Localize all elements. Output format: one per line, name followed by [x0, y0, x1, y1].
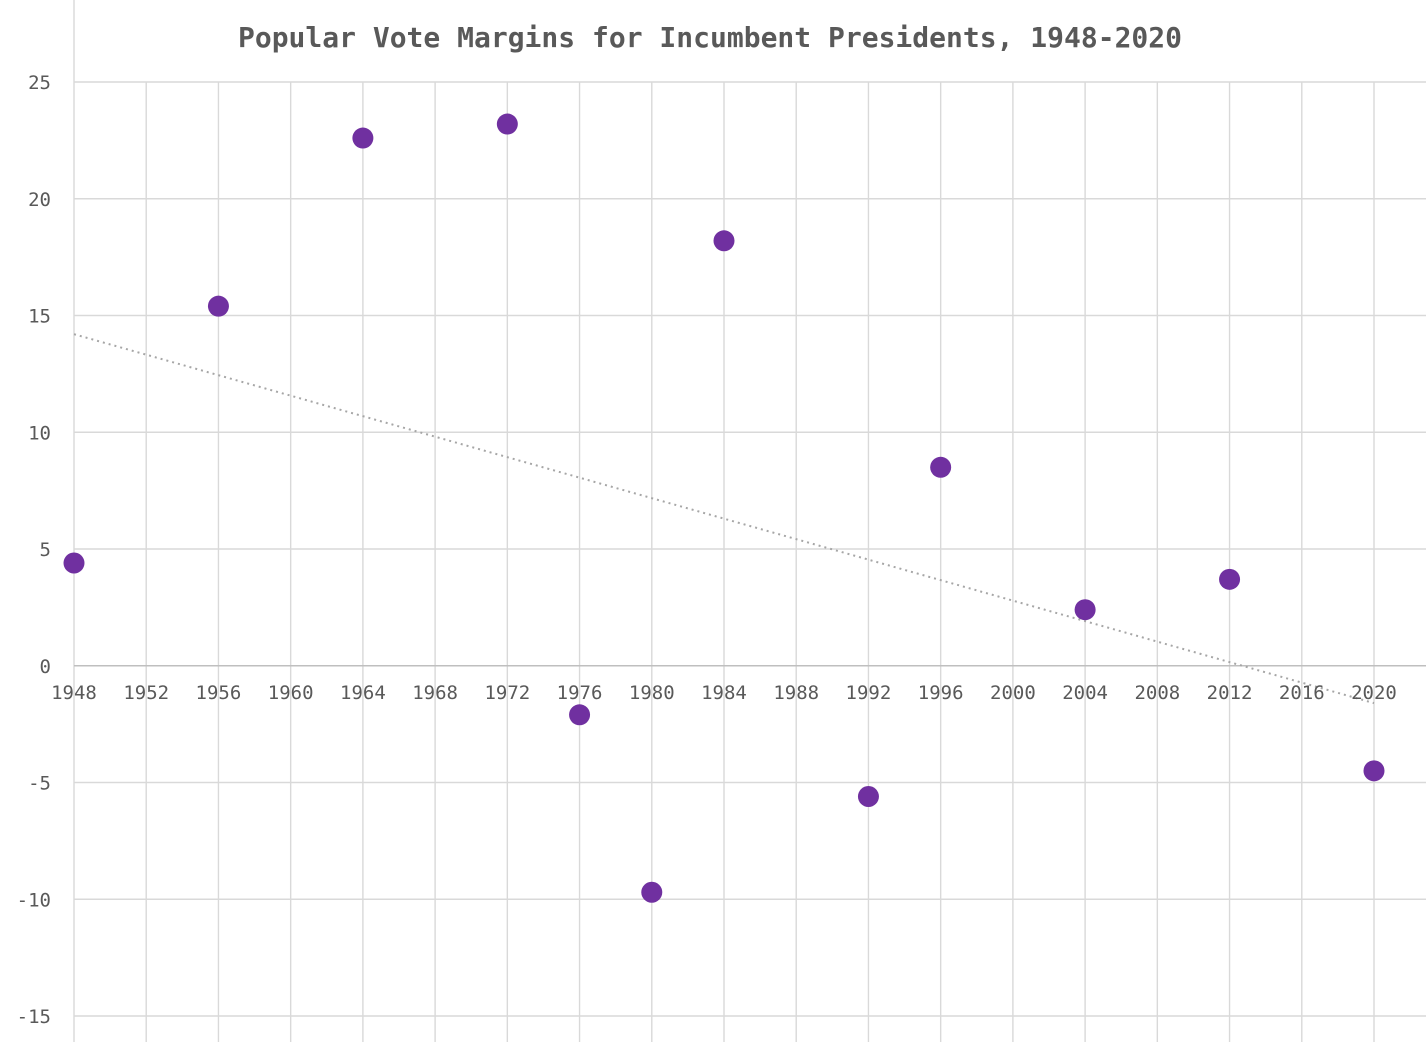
- x-tick-label: 2016: [1279, 682, 1325, 704]
- data-point: [63, 552, 85, 574]
- y-tick-label: 15: [28, 306, 51, 328]
- data-point: [641, 881, 663, 903]
- y-tick-label: -5: [28, 773, 51, 795]
- x-tick-label: 1988: [773, 682, 819, 704]
- x-tick-label: 1976: [557, 682, 603, 704]
- data-point: [1074, 599, 1096, 621]
- x-tick-label: 1980: [629, 682, 675, 704]
- x-tick-label: 1996: [918, 682, 964, 704]
- x-tick-label: 2004: [1062, 682, 1108, 704]
- chart-title: Popular Vote Margins for Incumbent Presi…: [238, 21, 1182, 54]
- data-point: [1219, 568, 1241, 590]
- x-tick-label: 2020: [1351, 682, 1397, 704]
- x-tick-label: 1972: [484, 682, 530, 704]
- data-point: [1363, 760, 1385, 782]
- x-tick-label: 1992: [846, 682, 892, 704]
- x-tick-label: 2008: [1134, 682, 1180, 704]
- x-tick-label: 1984: [701, 682, 747, 704]
- data-point: [713, 230, 735, 252]
- y-tick-label: 5: [40, 539, 51, 561]
- y-tick-label: -15: [17, 1006, 51, 1028]
- x-tick-label: 1968: [412, 682, 458, 704]
- data-points: [63, 113, 1385, 903]
- data-point: [207, 295, 229, 317]
- data-point: [569, 704, 591, 726]
- grid: [73, 0, 1426, 1042]
- y-tick-label: 20: [28, 189, 51, 211]
- x-tick-label: 1964: [340, 682, 386, 704]
- x-tick-label: 1948: [51, 682, 97, 704]
- x-tick-label: 2000: [990, 682, 1036, 704]
- x-tick-label: 1956: [196, 682, 242, 704]
- y-axis-tick-labels: 25 20 15 10 5 0 -5 -10 -15: [17, 72, 51, 1028]
- data-point: [352, 127, 374, 149]
- data-point: [857, 786, 879, 808]
- y-tick-label: 25: [28, 72, 51, 94]
- x-tick-label: 1952: [123, 682, 169, 704]
- x-tick-label: 2012: [1207, 682, 1253, 704]
- x-axis-tick-labels: 1948 1952 1956 1960 1964 1968 1972 1976 1980 1984…: [51, 682, 1397, 704]
- y-tick-label: 10: [28, 422, 51, 444]
- x-tick-label: 1960: [268, 682, 314, 704]
- data-point: [930, 456, 952, 478]
- data-point: [496, 113, 518, 135]
- y-tick-label: -10: [17, 889, 51, 911]
- y-tick-label: 0: [40, 656, 51, 678]
